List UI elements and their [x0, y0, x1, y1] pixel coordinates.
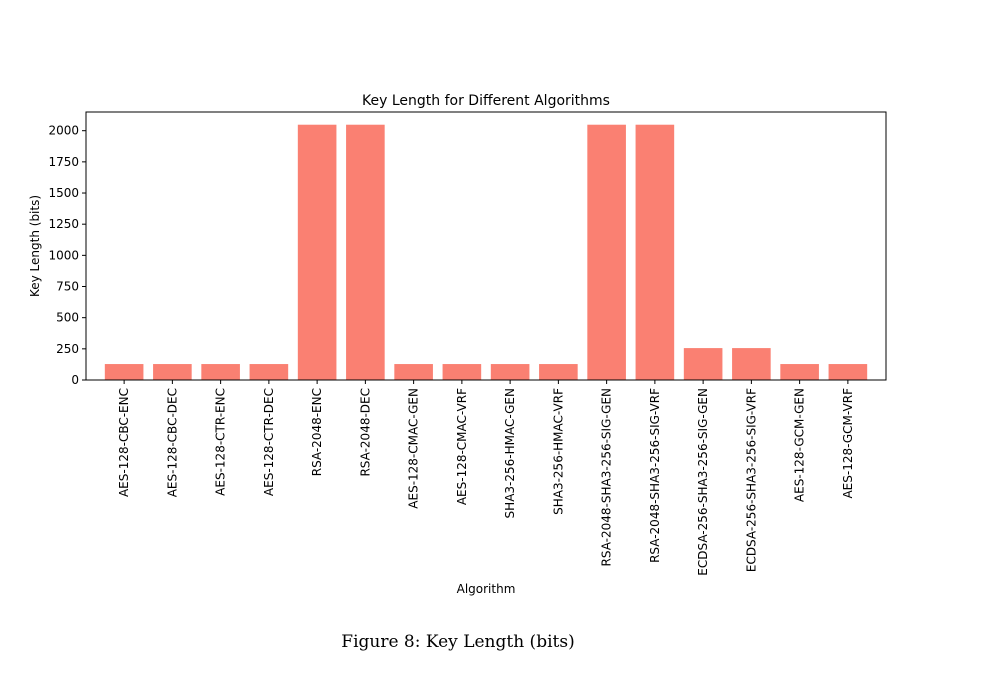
y-tick-label: 500 — [56, 311, 79, 325]
bar-sha3-256-hmac-gen — [490, 364, 530, 380]
x-tick-label: ECDSA-256-SHA3-256-SIG-GEN — [696, 388, 710, 576]
bar-aes-128-cmac-gen — [394, 364, 433, 380]
y-axis: 0 250 500 750 1000 1250 1500 1750 2000 — [48, 124, 86, 387]
y-tick-label: 250 — [56, 342, 79, 356]
y-tick-label: 750 — [56, 280, 79, 294]
x-tick-label: ECDSA-256-SHA3-256-SIG-VRF — [744, 388, 758, 572]
x-tick-label: SHA3-256-HMAC-VRF — [551, 388, 565, 515]
x-tick-label: AES-128-GCM-GEN — [793, 388, 807, 502]
bar-aes-128-gcm-vrf — [828, 364, 868, 380]
y-tick-label: 1750 — [48, 155, 79, 169]
bar-rsa-2048-enc — [297, 124, 337, 380]
bar-rsa-2048-sha3-256-sig-vrf — [635, 124, 675, 380]
y-tick-label: 2000 — [48, 124, 79, 138]
y-axis-label: Key Length (bits) — [28, 195, 42, 297]
bar-aes-128-cbc-enc — [104, 364, 144, 380]
bar-aes-128-cmac-vrf — [442, 364, 482, 380]
bar-ecdsa-256-sha3-256-sig-gen — [683, 348, 723, 380]
plot-frame — [85, 111, 887, 381]
x-tick-label: AES-128-CTR-ENC — [214, 388, 228, 496]
x-tick-label: AES-128-GCM-VRF — [841, 388, 855, 499]
y-tick-label: 1500 — [48, 186, 79, 200]
figure-caption: Figure 8: Key Length (bits) — [341, 632, 575, 652]
y-tick-label: 1250 — [48, 217, 79, 231]
x-axis: AES-128-CBC-ENC AES-128-CBC-DEC AES-128-CT… — [117, 380, 855, 576]
bar-aes-128-ctr-dec — [249, 364, 289, 380]
x-tick-label: RSA-2048-ENC — [310, 388, 324, 476]
y-tick-label: 1000 — [48, 248, 79, 262]
chart-title: Key Length for Different Algorithms — [362, 93, 610, 109]
y-tick-label: 0 — [71, 373, 79, 387]
bar-ecdsa-256-sha3-256-sig-vrf — [732, 348, 771, 380]
x-axis-label: Algorithm — [457, 582, 516, 596]
x-tick-label: RSA-2048-DEC — [358, 388, 372, 477]
x-tick-label: AES-128-CTR-DEC — [262, 388, 276, 496]
x-tick-label: AES-128-CMAC-VRF — [455, 388, 469, 505]
bar-aes-128-gcm-gen — [780, 364, 819, 380]
x-tick-label: AES-128-CBC-ENC — [117, 388, 131, 497]
bars-group — [104, 124, 868, 380]
bar-aes-128-ctr-enc — [201, 364, 240, 380]
x-tick-label: RSA-2048-SHA3-256-SIG-GEN — [600, 388, 614, 566]
bar-sha3-256-hmac-vrf — [539, 364, 578, 380]
bar-aes-128-cbc-dec — [153, 364, 192, 380]
bar-rsa-2048-sha3-256-sig-gen — [587, 124, 626, 380]
x-tick-label: AES-128-CMAC-GEN — [407, 388, 421, 509]
x-tick-label: AES-128-CBC-DEC — [165, 388, 179, 497]
bar-rsa-2048-dec — [346, 124, 385, 380]
x-tick-label: RSA-2048-SHA3-256-SIG-VRF — [648, 388, 662, 563]
x-tick-label: SHA3-256-HMAC-GEN — [503, 388, 517, 518]
